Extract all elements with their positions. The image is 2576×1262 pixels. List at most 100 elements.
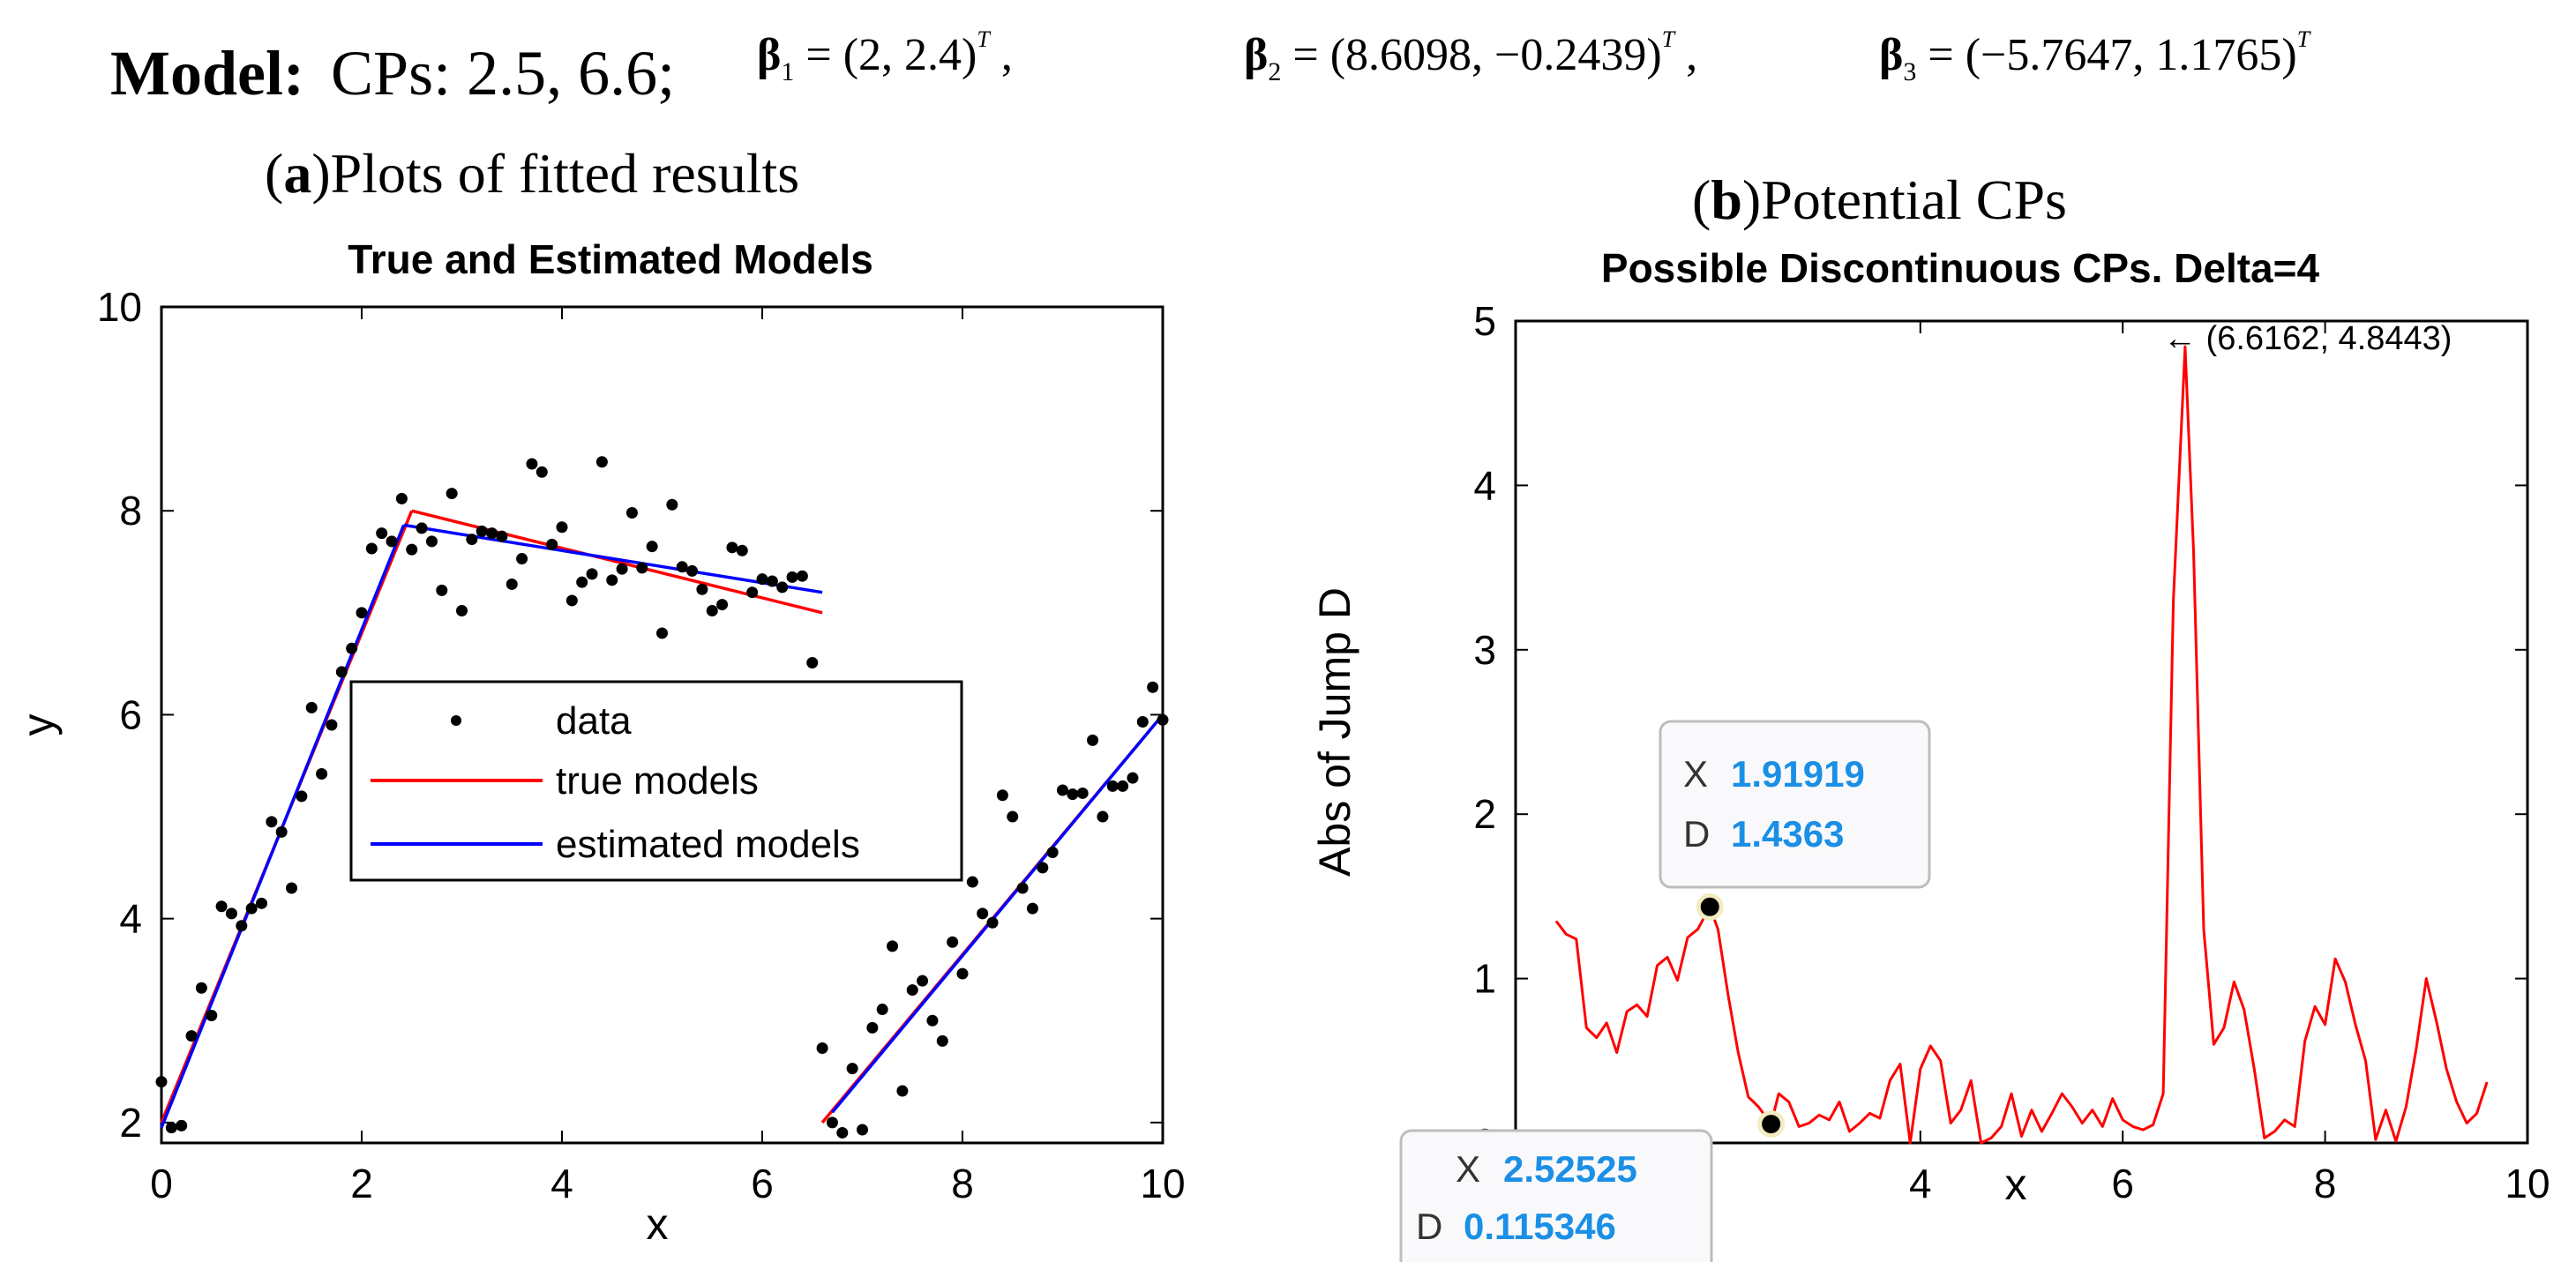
chart-b-datatip-markers — [1696, 892, 1786, 1139]
chart-b-ytick-label: 3 — [1473, 627, 1496, 673]
datatip-1-x-key: X — [1683, 753, 1708, 795]
data-point — [1026, 902, 1038, 915]
chart-a-ytick-label: 8 — [119, 488, 142, 534]
datatip-2-x-value: 2.52525 — [1503, 1148, 1637, 1190]
datatip-marker-2[interactable] — [1757, 1110, 1786, 1139]
data-point — [947, 936, 959, 948]
data-point — [376, 527, 388, 540]
chart-b-ytick-label: 5 — [1473, 298, 1496, 344]
data-point — [716, 599, 729, 611]
chart-b-axes-box — [1514, 319, 2529, 1145]
datatip-2-x-key: X — [1456, 1148, 1480, 1190]
data-point — [256, 897, 267, 909]
model-label: Model: — [110, 38, 304, 108]
data-point — [586, 568, 598, 580]
data-point — [356, 607, 368, 619]
chart-a-legend: data true models estimated models — [349, 680, 963, 882]
caption-b-open: ( — [1692, 168, 1711, 231]
chart-b-xtick-label: 6 — [2111, 1161, 2134, 1206]
chart-b: Possible Discontinuous CPs. Delta=4 4 6 8 1… — [1310, 245, 2550, 1262]
chart-b-xtick-label: 4 — [1909, 1161, 1932, 1206]
data-point — [185, 1030, 198, 1042]
data-point — [326, 719, 338, 731]
chart-a-xtick-label: 2 — [350, 1161, 373, 1206]
data-point — [546, 538, 558, 550]
data-point — [436, 584, 448, 596]
peak-annotation: ← (6.6162, 4.8443) — [2163, 320, 2452, 357]
data-point — [316, 767, 328, 780]
data-point — [736, 544, 748, 556]
data-point — [476, 525, 488, 537]
datatip-1-y-value: 1.4363 — [1731, 813, 1844, 855]
beta1-tail: , — [989, 30, 1013, 80]
data-point — [406, 543, 418, 556]
datatip-marker-1[interactable] — [1696, 892, 1724, 921]
data-point — [676, 561, 688, 573]
chart-a-title: True and Estimated Models — [348, 236, 873, 282]
chart-b-ticks: 46810012345 — [1473, 298, 2550, 1206]
datatip-1-x-value: 1.91919 — [1731, 753, 1865, 795]
data-point — [866, 1021, 879, 1034]
chart-a-ytick-label: 4 — [119, 896, 142, 942]
caption-b-letter: b — [1711, 168, 1742, 231]
data-point — [746, 586, 759, 599]
data-point — [526, 458, 538, 470]
data-point — [286, 882, 298, 894]
data-point — [986, 916, 999, 929]
data-point — [876, 1004, 888, 1016]
chart-a-xtick-label: 6 — [751, 1161, 774, 1206]
data-point — [806, 656, 819, 668]
data-point — [236, 920, 248, 932]
data-point — [556, 521, 568, 534]
data-point — [1046, 847, 1059, 859]
beta2-symbol: β — [1244, 30, 1269, 80]
chart-b-ylabel: Abs of Jump D — [1310, 587, 1359, 877]
data-point — [425, 535, 438, 548]
caption-b-close: ) — [1741, 168, 1762, 231]
data-point — [565, 594, 578, 607]
data-point — [446, 488, 458, 500]
caption-b: (b)Potential CPs — [1692, 168, 2067, 233]
beta3-transpose: T — [2296, 26, 2310, 52]
beta3-value: = (−5.7647, 1.1765) — [1916, 30, 2297, 80]
data-point — [386, 535, 398, 548]
chart-a-ytick-label: 6 — [119, 691, 142, 737]
chart-b-title: Possible Discontinuous CPs. Delta=4 — [1601, 245, 2320, 291]
chart-a-ytick-label: 2 — [119, 1100, 142, 1146]
data-point — [266, 816, 278, 828]
beta2-transpose: T — [1661, 26, 1675, 52]
data-point — [625, 507, 638, 519]
data-point — [595, 456, 608, 468]
chart-b-xtick-label: 10 — [2505, 1161, 2550, 1206]
datatip-1[interactable]: X 1.91919 D 1.4363 — [1659, 720, 1931, 889]
data-point — [1037, 862, 1049, 874]
data-point — [887, 940, 899, 952]
datatip-2[interactable]: X 2.52525 D 0.115346 — [1399, 1129, 1713, 1262]
data-point — [516, 553, 528, 565]
data-point — [365, 542, 378, 555]
data-point — [245, 902, 258, 915]
data-point — [195, 982, 207, 994]
caption-b-text: Potential CPs — [1761, 168, 2067, 231]
data-point — [726, 541, 738, 554]
caption-a-open: ( — [265, 142, 284, 205]
datatip-1-y-key: D — [1683, 813, 1710, 855]
beta3-equation: β3 = (−5.7647, 1.1765)T — [1879, 26, 2310, 87]
data-point — [275, 825, 288, 838]
data-point — [1136, 716, 1149, 728]
chart-a-ytick-label: 10 — [97, 284, 142, 330]
chart-a-data-points — [155, 456, 1169, 1139]
data-point — [956, 967, 969, 980]
data-point — [225, 907, 237, 920]
datatip-2-y-key: D — [1416, 1206, 1442, 1247]
data-point — [977, 907, 989, 920]
data-point — [826, 1116, 838, 1129]
data-point — [335, 666, 348, 678]
data-point — [786, 571, 798, 583]
data-point — [686, 564, 699, 577]
data-point — [1097, 810, 1109, 823]
data-point — [346, 642, 358, 654]
chart-b-ytick-label: 2 — [1473, 791, 1496, 837]
data-point — [215, 900, 228, 913]
